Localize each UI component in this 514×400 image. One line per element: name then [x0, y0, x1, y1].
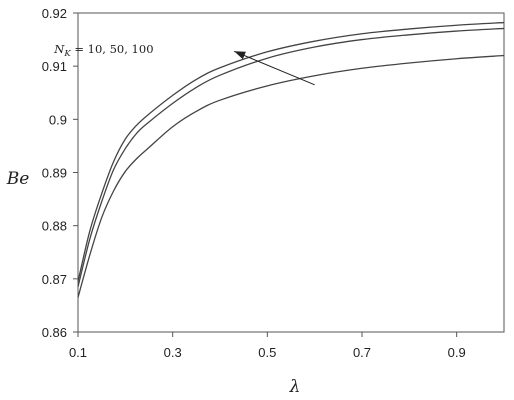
annotation-arrow-head — [234, 51, 246, 60]
series-lines — [77, 21, 505, 298]
x-tick-label: 0.5 — [258, 345, 276, 360]
annotation: NK = 10, 50, 100 — [53, 42, 315, 86]
y-tick-label: 0.91 — [42, 59, 67, 74]
y-axis-title: Be — [6, 169, 30, 189]
annotation-arrow-line — [234, 50, 315, 86]
series-line-3 — [77, 21, 505, 282]
annotation-label: NK = 10, 50, 100 — [53, 42, 153, 59]
series-line-1 — [77, 54, 505, 298]
x-tick-label: 0.1 — [69, 345, 87, 360]
y-tick-label: 0.86 — [42, 325, 67, 340]
y-tick-label: 0.88 — [42, 219, 67, 234]
series-line-2 — [77, 27, 505, 287]
y-tick-label: 0.87 — [42, 272, 67, 287]
x-tick-label: 0.3 — [164, 345, 182, 360]
y-tick-label: 0.9 — [49, 112, 67, 127]
axes: 0.1 0.3 0.5 0.7 0.9 0.86 0.87 0.88 0.89 0.9 0.91 0.… — [6, 6, 505, 397]
y-tick-label: 0.92 — [42, 6, 67, 21]
x-tick-label: 0.7 — [353, 345, 371, 360]
plot-frame — [77, 12, 505, 333]
y-tick-label: 0.89 — [42, 166, 67, 181]
x-axis-title: λ — [289, 377, 301, 397]
x-tick-label: 0.9 — [448, 345, 466, 360]
